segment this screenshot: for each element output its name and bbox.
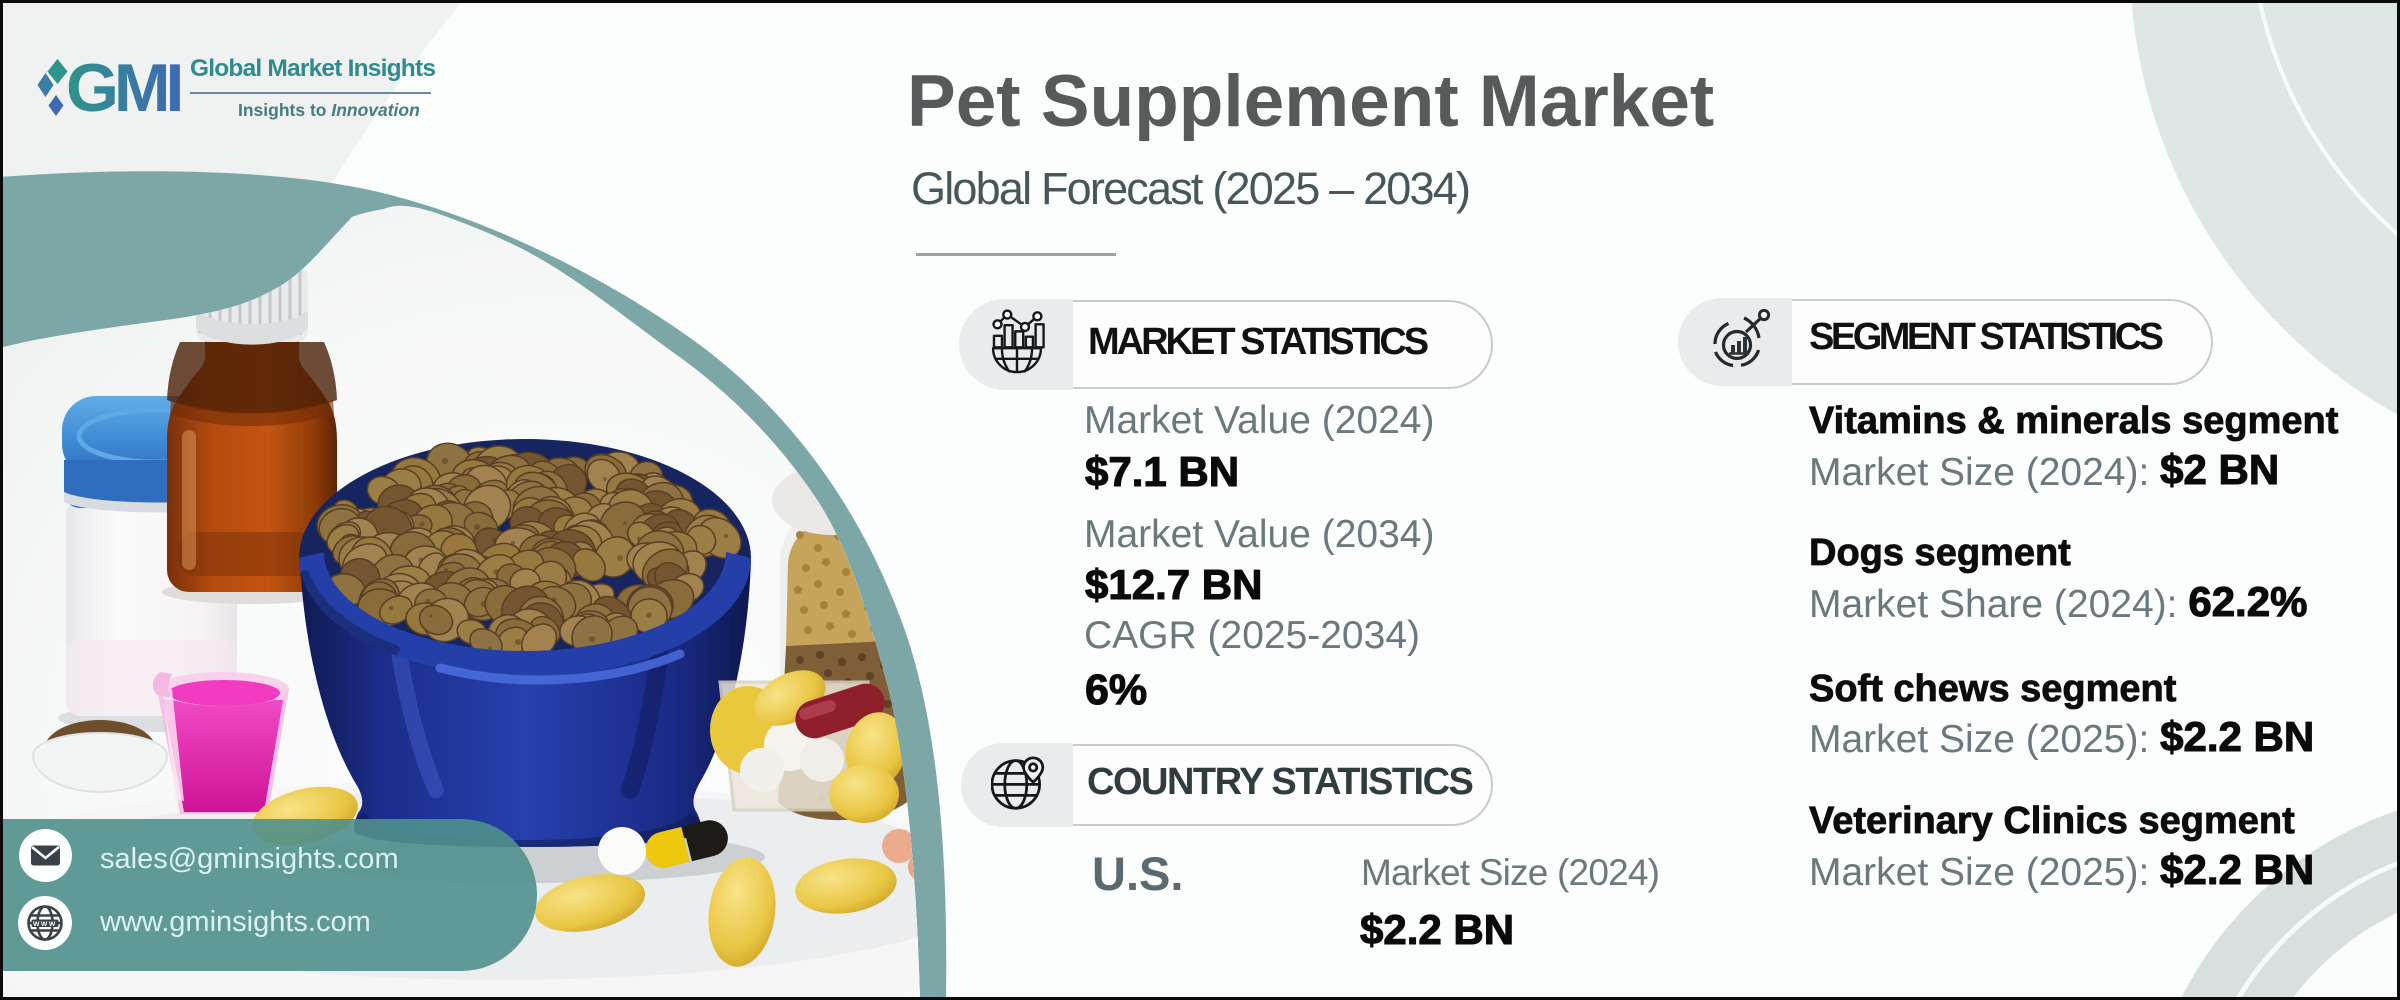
svg-text:WWW: WWW — [33, 921, 57, 928]
svg-text:Global Market Insights: Global Market Insights — [190, 55, 435, 82]
svg-text:Insights to Innovation: Insights to Innovation — [238, 100, 420, 120]
svg-text:GMI: GMI — [66, 50, 181, 126]
